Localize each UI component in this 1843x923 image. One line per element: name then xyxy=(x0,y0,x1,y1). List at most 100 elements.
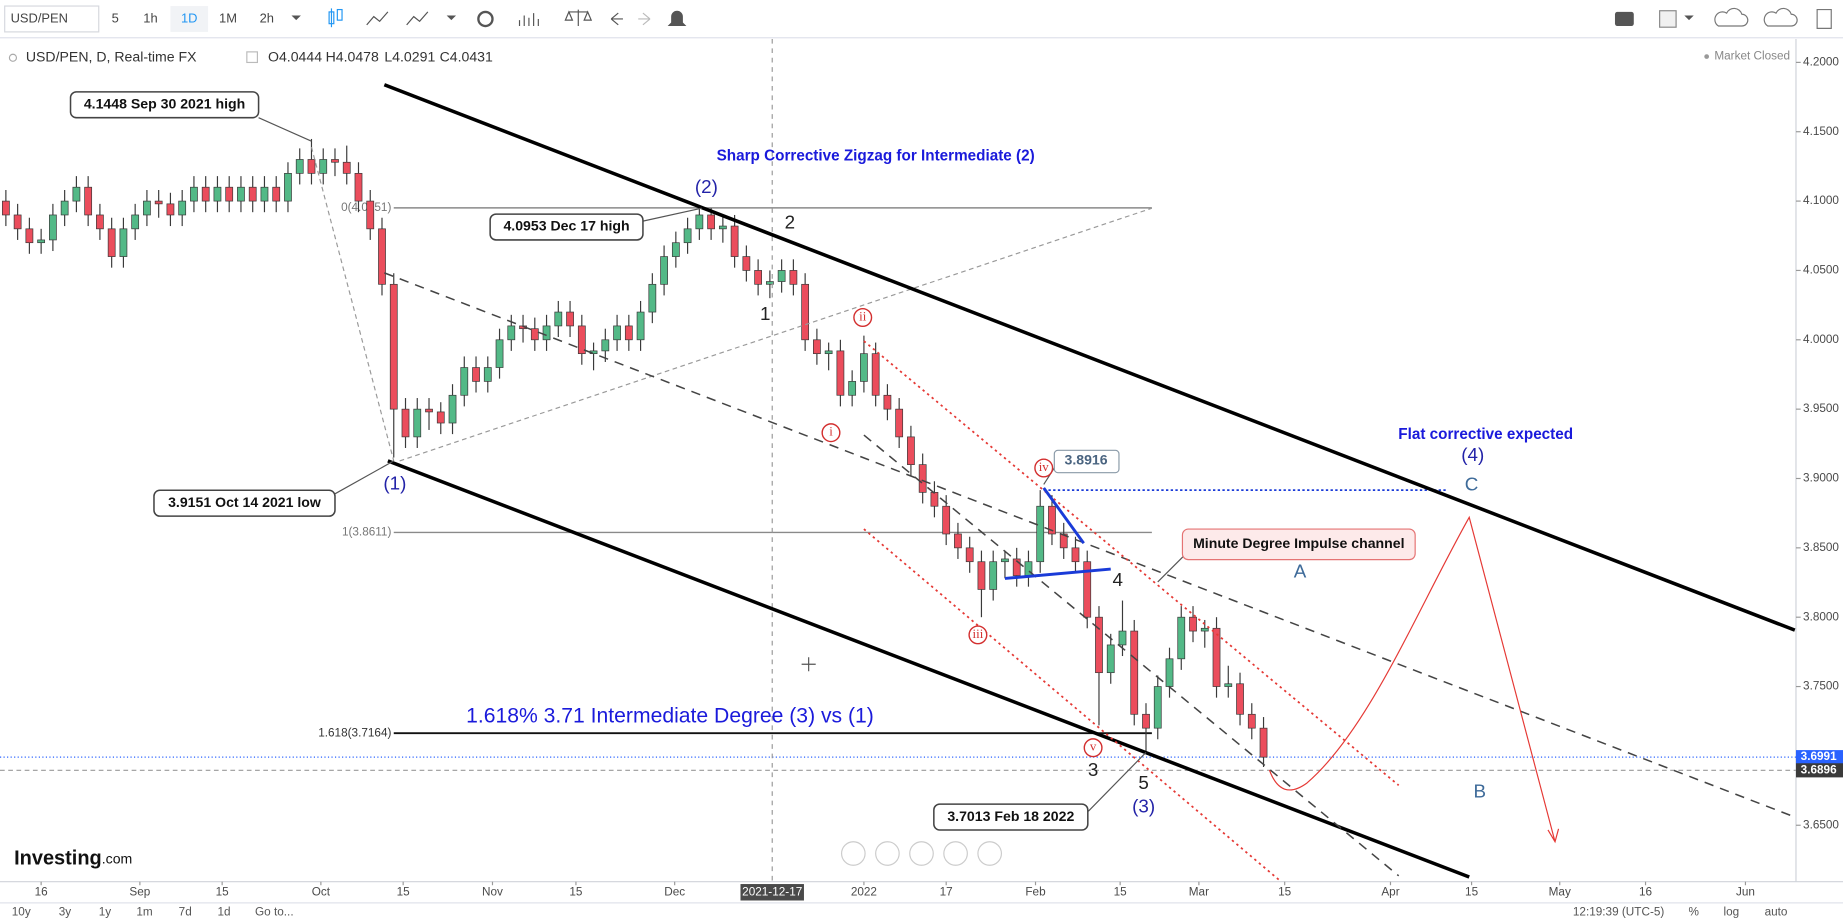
dropdown-icon[interactable] xyxy=(446,15,457,21)
candle-body xyxy=(636,311,645,341)
candle-body xyxy=(1083,561,1092,618)
layout-icon[interactable] xyxy=(1659,10,1677,28)
candle-body xyxy=(930,492,939,507)
interval[interactable]: 1M xyxy=(219,10,237,25)
zoom-out[interactable] xyxy=(875,841,900,866)
crosshair-label-bg xyxy=(740,884,804,901)
trend-line xyxy=(399,207,1153,462)
range-button[interactable]: 1d xyxy=(217,905,230,918)
annotation: 3 xyxy=(1088,759,1098,780)
annotation: 1 xyxy=(760,303,770,324)
candle-body xyxy=(154,200,163,205)
candle-body xyxy=(742,256,751,271)
callout-box xyxy=(1181,528,1416,561)
line-icon[interactable] xyxy=(366,11,389,26)
wave-circle xyxy=(853,307,873,328)
candle-body xyxy=(178,200,187,216)
undo-icon[interactable] xyxy=(610,12,623,26)
range-button[interactable]: 3y xyxy=(59,905,72,918)
toolbar: USD/PEN 5 1h 1D 1M 2h xyxy=(0,0,1843,39)
cloud-load-icon[interactable] xyxy=(1714,7,1749,27)
candle-body xyxy=(754,270,763,285)
candle-body xyxy=(954,533,962,549)
candle-body xyxy=(695,214,704,230)
scroll-left[interactable] xyxy=(840,841,866,866)
alert-icon[interactable] xyxy=(667,10,687,27)
zoom-in[interactable] xyxy=(943,841,968,866)
x-tick-label: 16 xyxy=(1639,885,1653,898)
annotations: 3.8916 4.1448 Sep 30 2021 high Sharp Corre… xyxy=(69,91,1573,831)
interval[interactable]: 1h xyxy=(143,10,157,25)
compare-icon[interactable] xyxy=(564,9,593,27)
candle-body xyxy=(965,547,974,563)
callout-box xyxy=(69,91,260,119)
annotation: 3.9151 Oct 14 2021 low xyxy=(168,494,321,510)
reset[interactable] xyxy=(909,841,934,866)
symbol[interactable]: USD/PEN xyxy=(11,10,68,25)
symbol-box[interactable] xyxy=(4,5,100,33)
candle-body xyxy=(366,200,375,230)
y-tick-label: 3.7500 xyxy=(1803,680,1839,693)
studies-icon[interactable] xyxy=(518,13,539,27)
candle-body xyxy=(378,228,386,285)
candle-body xyxy=(201,186,210,202)
dropdown-icon[interactable] xyxy=(291,15,301,21)
candle-body xyxy=(613,325,621,341)
x-tick-label: Dec xyxy=(664,885,685,898)
candle-body xyxy=(1059,533,1068,549)
cloud-save-icon[interactable] xyxy=(1763,7,1798,27)
candle-body xyxy=(777,270,786,282)
bottom-bar: 10y 3y 1y 1m 7d 1d Go to... 12:19:39 (UT… xyxy=(0,902,1843,918)
price-marker-label: 3.6896 xyxy=(1801,763,1837,776)
candle-body xyxy=(1189,616,1197,632)
scale-option[interactable]: log xyxy=(1723,905,1739,918)
goto-button[interactable]: Go to... xyxy=(255,905,294,918)
candle-body xyxy=(730,225,739,257)
level-label: 1(3.8611) xyxy=(342,526,392,539)
triangle-line xyxy=(1004,567,1111,580)
candle-body xyxy=(942,505,951,535)
x-tick-label: Apr xyxy=(1381,885,1399,898)
scale-option[interactable]: % xyxy=(1688,905,1699,918)
dropdown-icon[interactable] xyxy=(1684,15,1694,21)
annotation: (3) xyxy=(1132,796,1155,817)
low-value: L4.0291 xyxy=(384,48,435,64)
indicator-icon[interactable] xyxy=(406,11,429,26)
x-tick-label: 16 xyxy=(35,885,49,898)
annotation: 2 xyxy=(785,211,795,232)
scroll-right[interactable] xyxy=(977,841,1003,866)
x-tick-label: Jun xyxy=(1736,885,1755,898)
range-button[interactable]: 1m xyxy=(136,905,153,918)
redo-icon[interactable] xyxy=(638,12,651,26)
market-status: Market Closed xyxy=(1714,50,1790,63)
logo: Investing.com xyxy=(14,848,132,870)
range-button[interactable]: 7d xyxy=(179,905,192,918)
interval[interactable]: 1D xyxy=(181,10,198,25)
candle-body xyxy=(131,214,140,230)
fullscreen-icon[interactable] xyxy=(1816,8,1832,29)
candle-body xyxy=(895,408,904,438)
settings-icon[interactable] xyxy=(477,10,494,28)
x-tick-label: Feb xyxy=(1025,885,1046,898)
range-button[interactable]: 10y xyxy=(12,905,31,918)
candle-body xyxy=(213,186,222,202)
y-tick-label: 3.9000 xyxy=(1803,472,1839,485)
toolbar-bg xyxy=(0,0,1843,38)
interval[interactable]: 5 xyxy=(112,10,119,25)
candles-icon[interactable] xyxy=(328,8,343,28)
zoom-controls xyxy=(840,841,1003,866)
candle-body xyxy=(284,172,292,202)
range-button[interactable]: 1y xyxy=(99,905,112,918)
callout-box xyxy=(933,803,1089,831)
legend-bar: USD/PEN, D, Real-time FX O4.0444 H4.0478… xyxy=(8,48,1790,64)
annotation: (1) xyxy=(383,472,406,493)
x-tick-label: Oct xyxy=(312,885,331,898)
scale-option[interactable]: auto xyxy=(1765,905,1788,918)
interval[interactable]: 2h xyxy=(260,10,274,25)
wave-circle xyxy=(1034,458,1054,478)
candle-body xyxy=(319,159,328,174)
snapshot-icon[interactable] xyxy=(1614,11,1634,27)
candle-body xyxy=(1130,630,1139,715)
candle-body xyxy=(1036,505,1045,563)
